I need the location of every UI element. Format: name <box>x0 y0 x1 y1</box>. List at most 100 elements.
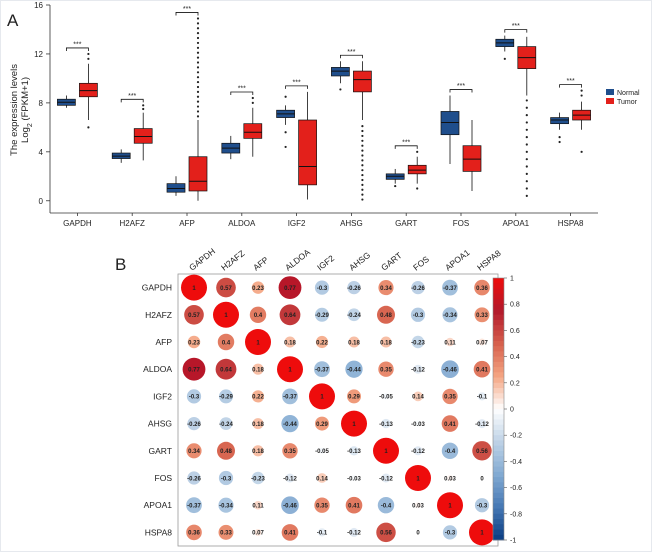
correlation-value: 0.36 <box>476 286 488 292</box>
panel-b-label: B <box>115 255 126 274</box>
correlation-cell: -0.37 <box>186 497 202 514</box>
correlation-value: 0.77 <box>188 368 200 374</box>
correlation-circle <box>415 420 421 427</box>
correlation-circle <box>413 446 423 456</box>
correlation-circle <box>472 441 492 461</box>
correlation-circle <box>317 473 327 483</box>
y-tick-label: 4 <box>39 148 44 157</box>
correlation-value: 0.41 <box>476 368 488 374</box>
correlation-cell: 0.14 <box>316 473 328 483</box>
correlation-cell: 0.35 <box>282 443 298 459</box>
significance-brackets: *** *** *** *** *** *** *** *** *** *** <box>66 6 582 149</box>
correlation-value: -0.23 <box>411 340 425 346</box>
correlation-value: -0.03 <box>411 422 425 428</box>
tumor-outlier <box>361 198 364 201</box>
correlation-cell: -0.24 <box>219 417 233 430</box>
colorbar-tick-label: 0.6 <box>510 328 520 335</box>
colorbar-segment <box>493 304 504 310</box>
significance-bracket <box>394 145 418 149</box>
tumor-outlier <box>87 52 90 56</box>
correlation-cell: -0.3 <box>474 498 490 513</box>
tumor-box <box>188 156 208 192</box>
correlation-circle <box>216 441 236 460</box>
correlation-value: -0.12 <box>411 449 425 455</box>
colorbar-segment <box>493 293 504 300</box>
x-tick-label: GAPDH <box>63 219 92 228</box>
correlation-cell: 1 <box>181 274 207 301</box>
tumor-outlier <box>361 134 364 138</box>
correlation-circle <box>437 492 463 519</box>
correlation-value: 0.48 <box>220 449 232 455</box>
correlation-value: 0.23 <box>252 286 264 292</box>
correlation-cell: -0.13 <box>347 446 361 456</box>
correlation-cell: 0.33 <box>474 307 490 323</box>
legend-label-tumor: Tumor <box>617 99 638 106</box>
colorbar-segment <box>493 498 504 504</box>
colorbar-segment <box>493 309 504 316</box>
tumor-outlier <box>525 99 528 102</box>
correlation-cell: 0.18 <box>348 336 360 348</box>
significance-label: *** <box>293 79 301 86</box>
correlation-circle <box>415 529 421 536</box>
tumor-outlier <box>196 80 200 84</box>
correlation-value: -0.1 <box>317 531 328 537</box>
colorbar-segment <box>493 487 504 494</box>
colorbar-segment <box>493 403 504 410</box>
tumor-outlier <box>196 27 200 30</box>
correlation-cell: -0.46 <box>441 360 459 379</box>
correlation-circle <box>413 391 423 402</box>
colorbar-tick-label: -0.4 <box>510 459 522 466</box>
correlation-value: -0.37 <box>315 368 329 374</box>
correlation-circle <box>219 417 233 430</box>
correlation-value: 0 <box>480 476 484 482</box>
correlation-circle <box>252 418 264 430</box>
correlation-circle <box>376 305 396 324</box>
correlation-cell: -0.12 <box>283 473 297 483</box>
colorbar-segment <box>493 435 504 441</box>
correlation-cell: -0.4 <box>441 442 459 460</box>
correlation-value: 0.18 <box>380 340 392 346</box>
significance-bracket <box>120 98 144 103</box>
correlation-cell: -0.1 <box>317 528 328 537</box>
correlation-circle <box>345 496 363 514</box>
correlation-value: 1 <box>416 476 420 482</box>
correlation-cell: 1 <box>405 465 431 491</box>
correlation-circle <box>282 443 298 459</box>
colorbar-segment <box>493 393 504 399</box>
correlation-value: -0.46 <box>443 368 457 374</box>
correlation-cell: -0.26 <box>187 471 201 485</box>
normal-outlier <box>394 184 397 188</box>
correlation-cell: 0.77 <box>278 276 302 300</box>
correlation-cell: -0.12 <box>411 446 425 456</box>
correlation-value: -0.12 <box>475 422 489 428</box>
correlation-value: 1 <box>352 422 356 428</box>
correlation-cell: -0.12 <box>411 364 425 374</box>
tumor-outlier <box>525 194 528 197</box>
row-labels: GAPDH H2AFZ AFP ALDOA IGF2 AHSG GART FOS APOA1 HS… <box>142 283 173 538</box>
colorbar-segment <box>493 319 504 326</box>
correlation-value: 0.34 <box>188 449 200 455</box>
correlation-value: -0.13 <box>347 449 361 455</box>
correlation-circle <box>441 442 459 460</box>
correlation-value: 0.57 <box>220 286 232 292</box>
correlation-value: 0.33 <box>476 313 488 319</box>
box-group-hspa8 <box>550 89 591 153</box>
correlation-value: 0.34 <box>380 286 392 292</box>
correlation-cell: -0.12 <box>379 473 393 483</box>
correlation-cell: -0.37 <box>282 388 298 405</box>
colorbar-tick-label: 0.2 <box>510 380 520 387</box>
correlation-circle <box>314 280 330 295</box>
colorbar-segment <box>493 414 504 420</box>
correlation-value: -0.12 <box>411 368 425 374</box>
correlation-cell: 0 <box>479 475 485 482</box>
colorbar-segment <box>493 477 504 483</box>
correlation-value: -0.29 <box>315 313 329 319</box>
normal-outlier <box>339 88 342 91</box>
significance-label: *** <box>567 78 575 85</box>
tumor-outlier <box>580 150 583 153</box>
tumor-outlier <box>361 154 364 157</box>
correlation-value: -0.26 <box>347 286 361 292</box>
colorbar-segment <box>493 508 504 515</box>
tumor-outlier <box>361 125 364 128</box>
legend-swatch-tumor <box>606 98 614 104</box>
